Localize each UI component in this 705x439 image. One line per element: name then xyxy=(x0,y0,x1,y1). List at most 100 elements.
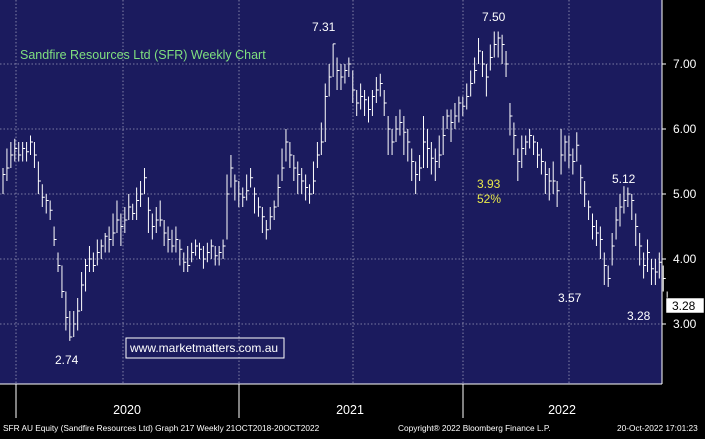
website-label-box xyxy=(125,337,285,359)
price-bar xyxy=(92,252,96,272)
price-bar xyxy=(199,242,202,259)
price-bar xyxy=(529,129,533,149)
price-bar xyxy=(234,174,238,201)
annotation-high-2021: 7.31 xyxy=(312,20,336,34)
price-bar xyxy=(568,135,572,168)
price-bar xyxy=(474,57,478,84)
annotation-rebound-2022: 5.12 xyxy=(612,172,636,186)
price-bar xyxy=(171,229,175,253)
price-bar xyxy=(576,132,580,162)
price-bar xyxy=(599,226,603,259)
price-bar xyxy=(654,259,658,285)
price-bar xyxy=(328,64,332,97)
footer-left: SFR AU Equity (Sandfire Resources Ltd) G… xyxy=(3,423,320,433)
price-bar xyxy=(411,148,415,181)
price-bar xyxy=(2,168,6,194)
price-bar xyxy=(379,73,383,97)
price-bar xyxy=(658,252,662,279)
price-bar xyxy=(391,129,395,155)
y-tick-label: 3.00 xyxy=(673,317,697,331)
price-bar xyxy=(277,174,281,207)
price-bar xyxy=(426,129,430,168)
price-bar xyxy=(120,213,124,246)
price-bar xyxy=(305,174,309,201)
price-bar xyxy=(556,181,560,207)
price-bar xyxy=(250,168,254,188)
price-bar xyxy=(37,161,41,194)
price-bar xyxy=(163,220,167,246)
price-bar xyxy=(155,207,159,233)
price-bar xyxy=(623,186,627,214)
price-bar xyxy=(552,161,556,194)
price-bar xyxy=(49,200,53,220)
price-bar xyxy=(387,116,391,155)
price-bar xyxy=(257,197,261,217)
price-bar xyxy=(619,194,623,227)
annotation-pct-yellow: 52% xyxy=(477,192,501,206)
plot-area xyxy=(0,0,662,384)
price-bar xyxy=(73,311,77,337)
price-bar xyxy=(183,252,187,272)
price-bar xyxy=(53,226,57,246)
price-bar xyxy=(627,187,631,207)
price-bar xyxy=(320,122,324,155)
price-bar xyxy=(615,207,619,240)
price-bar xyxy=(635,213,639,246)
price-bar xyxy=(434,148,438,181)
price-bar xyxy=(438,135,442,168)
price-bar xyxy=(505,51,509,77)
price-bar xyxy=(128,194,132,220)
price-bar xyxy=(30,135,34,155)
price-bar xyxy=(580,164,584,194)
price-bar xyxy=(96,239,100,266)
price-bar xyxy=(202,246,206,269)
price-bar xyxy=(544,161,548,194)
price-bar xyxy=(289,142,293,168)
price-bar xyxy=(85,259,89,292)
price-bar xyxy=(513,122,517,155)
price-bar xyxy=(462,96,466,116)
price-bar xyxy=(159,200,163,227)
price-bar xyxy=(132,203,136,220)
price-bar xyxy=(564,135,568,162)
price-bar xyxy=(639,233,643,266)
price-bar xyxy=(356,90,360,116)
price-bar xyxy=(383,90,387,116)
price-bar xyxy=(375,77,379,103)
price-bar xyxy=(501,34,505,64)
price-bar xyxy=(415,161,419,194)
price-bar xyxy=(195,239,199,256)
price-bar xyxy=(340,64,344,90)
price-bar xyxy=(423,116,427,168)
x-axis-ticks: 2020 2021 2022 xyxy=(0,383,662,418)
y-tick-label: 7.00 xyxy=(673,57,697,71)
price-bar xyxy=(65,291,69,331)
price-bar xyxy=(611,233,615,266)
footer-bar xyxy=(0,420,705,434)
price-bar xyxy=(650,259,654,285)
y-axis-ticks: 3.00 4.00 5.00 6.00 7.00 xyxy=(661,0,697,384)
price-bar xyxy=(179,239,183,266)
price-bar xyxy=(419,155,423,181)
footer-right: 20-Oct-2022 17:01:23 xyxy=(617,423,698,433)
price-bar xyxy=(662,265,666,292)
price-bar xyxy=(45,194,49,214)
price-bar xyxy=(525,135,529,155)
price-bar xyxy=(230,155,234,188)
price-bar xyxy=(588,200,592,220)
y-tick-label: 5.00 xyxy=(673,187,697,201)
price-bar xyxy=(88,246,92,272)
price-bar xyxy=(485,64,489,97)
last-price-badge: 3.28 xyxy=(665,297,705,314)
price-bar xyxy=(238,181,242,207)
price-bar xyxy=(261,207,265,233)
price-bar xyxy=(104,233,108,253)
price-bar xyxy=(108,226,112,253)
price-bar xyxy=(206,242,210,263)
price-bar xyxy=(77,298,81,331)
price-bar xyxy=(151,213,155,240)
price-bar xyxy=(352,70,356,103)
annotation-low-mid-2022: 3.57 xyxy=(558,291,582,305)
price-bar xyxy=(242,187,246,207)
price-bar xyxy=(254,187,258,214)
